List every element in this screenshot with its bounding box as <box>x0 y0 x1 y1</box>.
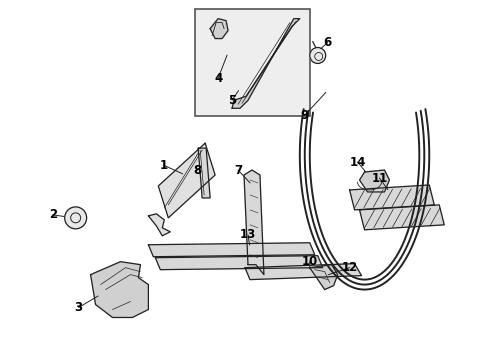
Circle shape <box>64 207 86 229</box>
Polygon shape <box>148 243 314 257</box>
Text: 11: 11 <box>370 171 387 185</box>
Polygon shape <box>244 264 361 280</box>
Polygon shape <box>309 265 337 289</box>
Text: 6: 6 <box>323 36 331 49</box>
Polygon shape <box>155 256 322 270</box>
Polygon shape <box>158 143 215 218</box>
Text: 9: 9 <box>300 109 308 122</box>
Text: 14: 14 <box>348 156 365 168</box>
Circle shape <box>309 48 325 63</box>
Text: 13: 13 <box>240 228 256 241</box>
Polygon shape <box>359 170 388 192</box>
Text: 5: 5 <box>227 94 236 107</box>
Text: 4: 4 <box>214 72 222 85</box>
Text: 10: 10 <box>301 255 317 268</box>
Polygon shape <box>349 185 433 210</box>
Polygon shape <box>210 19 227 39</box>
Polygon shape <box>359 205 443 230</box>
Polygon shape <box>90 262 148 318</box>
Text: 3: 3 <box>75 301 82 314</box>
Polygon shape <box>244 170 264 275</box>
Text: 1: 1 <box>159 158 167 172</box>
Text: 2: 2 <box>49 208 57 221</box>
Bar <box>195 9 309 116</box>
Polygon shape <box>148 214 170 236</box>
Text: 12: 12 <box>341 261 357 274</box>
Polygon shape <box>232 19 299 108</box>
Text: 7: 7 <box>233 163 242 176</box>
Text: 8: 8 <box>193 163 201 176</box>
Polygon shape <box>198 148 210 198</box>
